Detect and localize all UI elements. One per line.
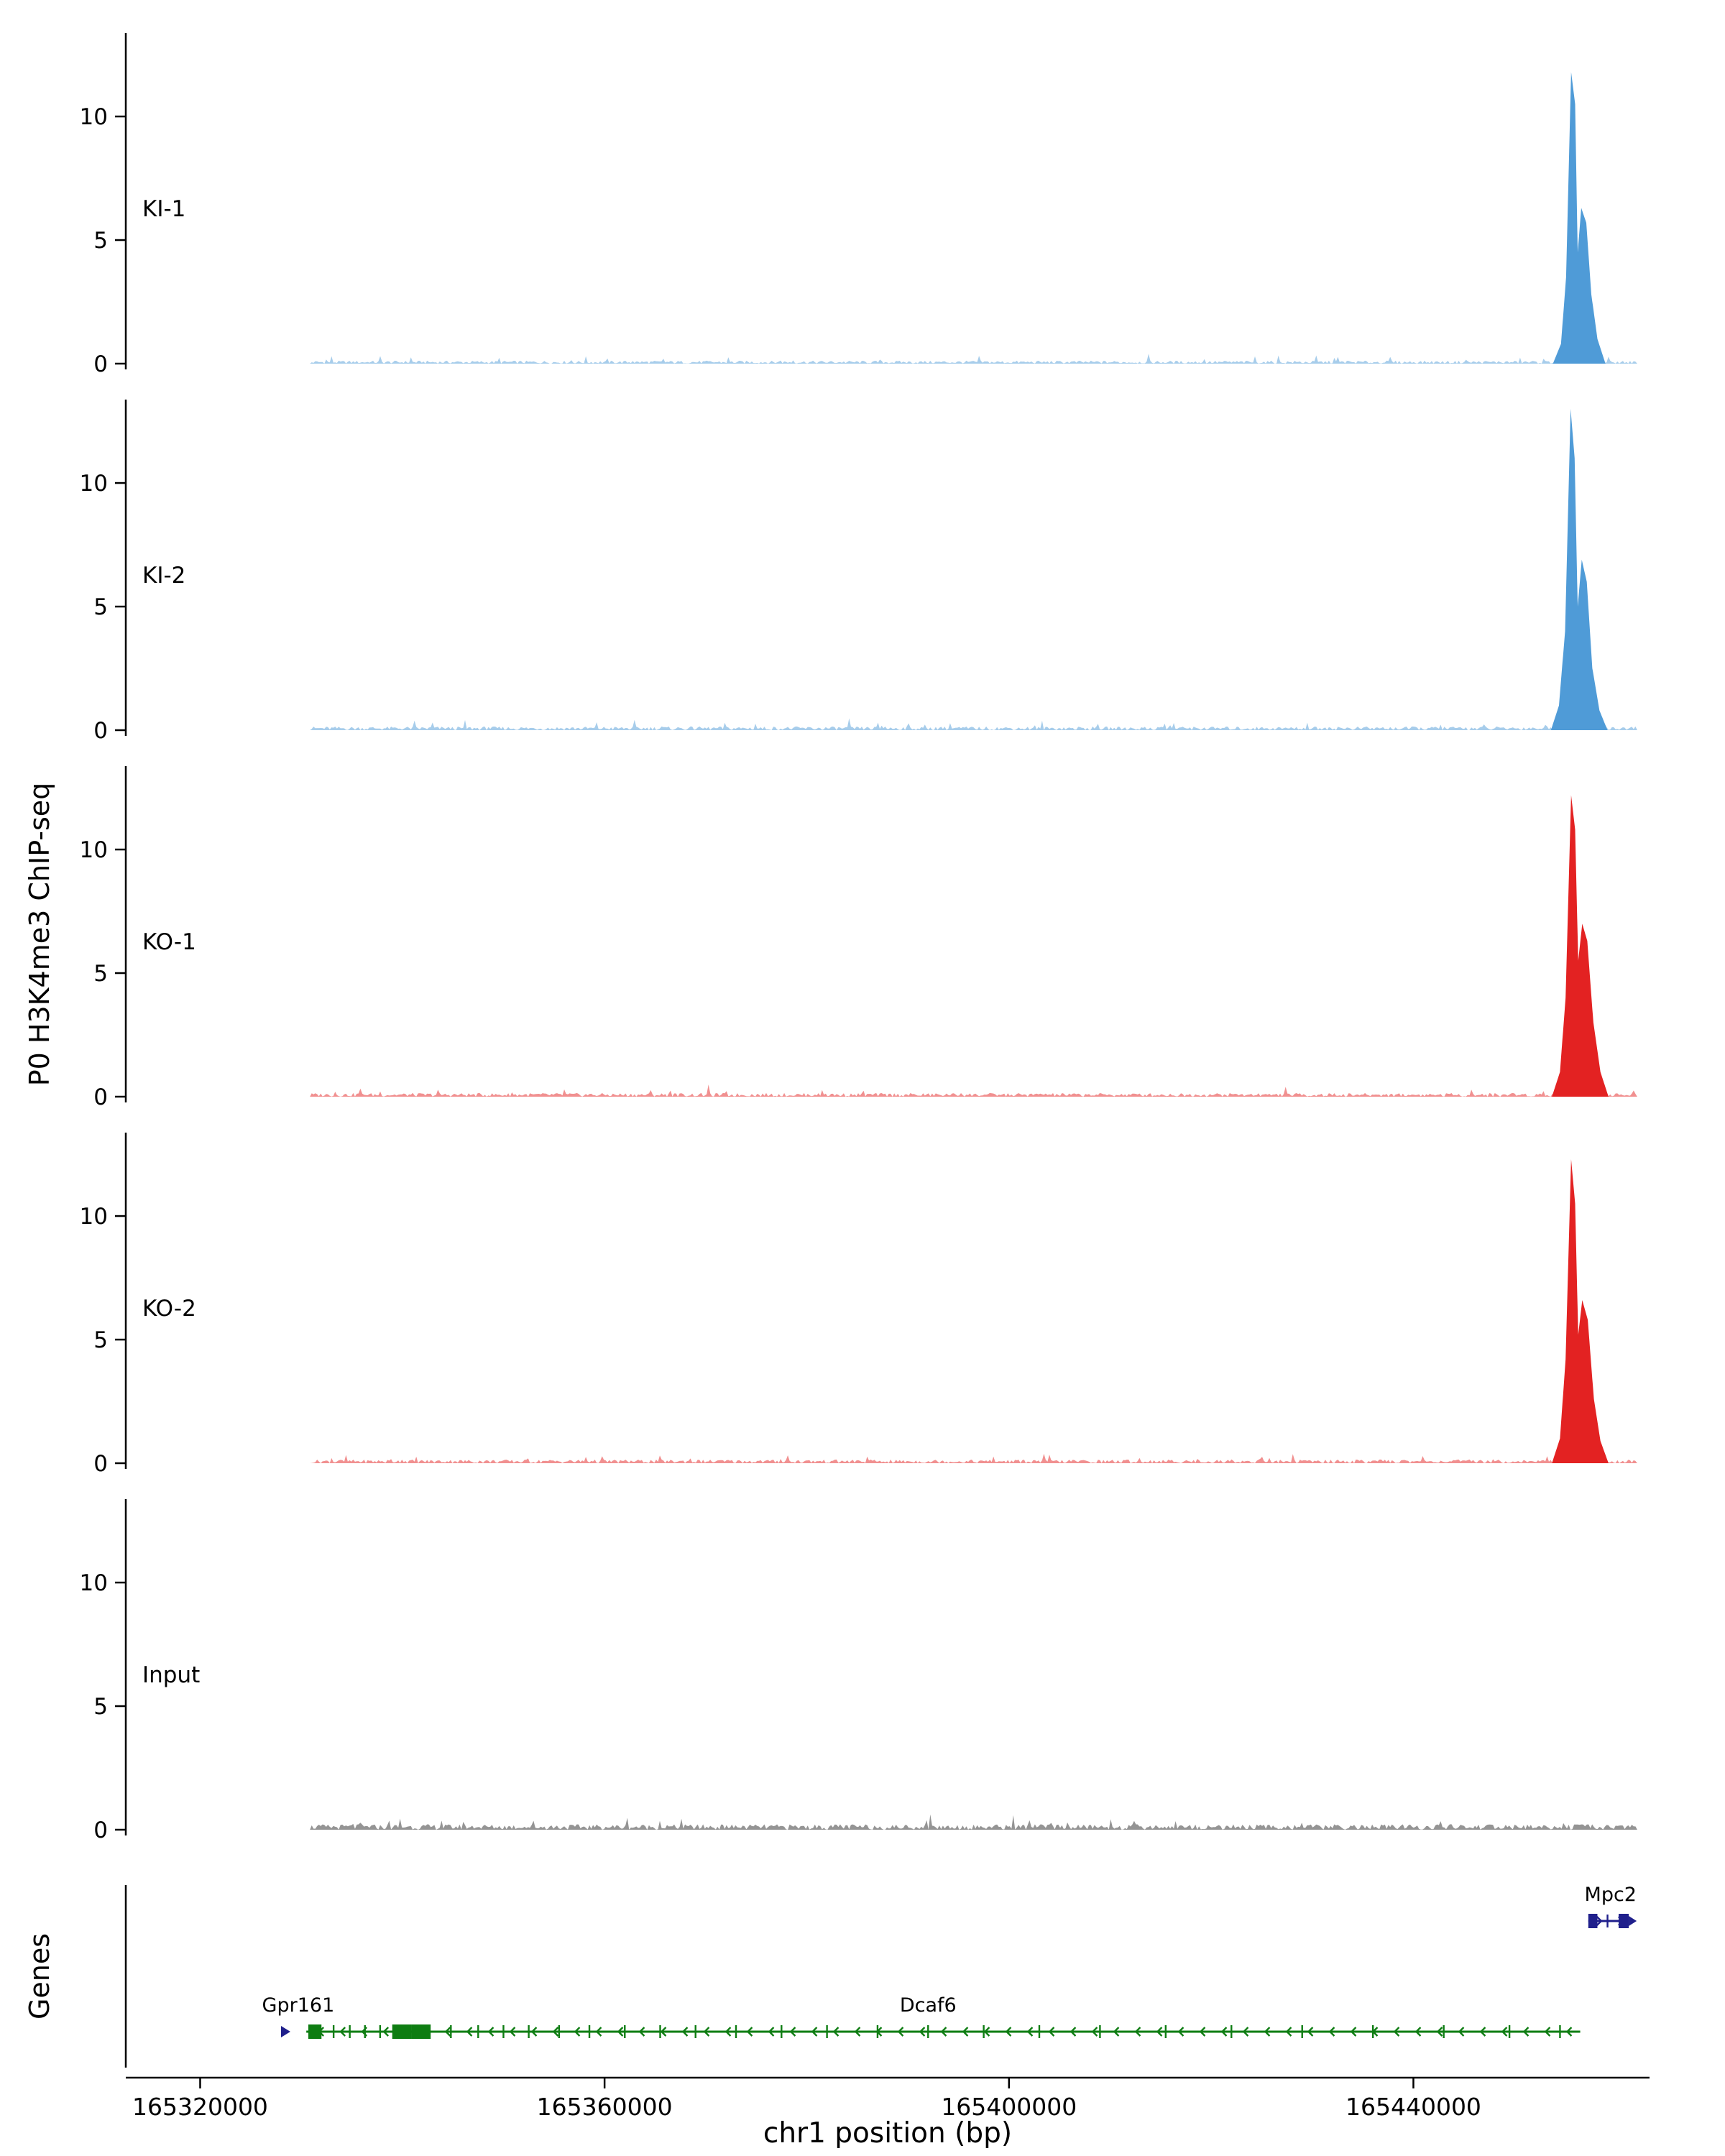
svg-text:5: 5 [93, 961, 108, 987]
svg-text:10: 10 [80, 104, 108, 130]
svg-text:5: 5 [93, 1327, 108, 1353]
svg-text:KI-1: KI-1 [142, 196, 185, 222]
svg-text:10: 10 [80, 1570, 108, 1596]
svg-text:0: 0 [93, 1818, 108, 1840]
track-ki-1: 0 5 10 KI-1 [80, 33, 1642, 374]
svg-text:0: 0 [93, 1451, 108, 1473]
x-axis: 165320000 165360000 165400000 165440000 [126, 2076, 1650, 2121]
track-ko-1: 0 5 10 KO-1 [80, 766, 1642, 1107]
svg-text:10: 10 [80, 837, 108, 863]
svg-text:5: 5 [93, 594, 108, 620]
svg-text:0: 0 [93, 718, 108, 740]
svg-text:10: 10 [80, 1204, 108, 1230]
svg-text:165440000: 165440000 [1346, 2093, 1481, 2121]
svg-text:KO-2: KO-2 [142, 1296, 196, 1322]
track-input: 0 5 10 Input [80, 1499, 1642, 1840]
x-axis-title: chr1 position (bp) [763, 2117, 1013, 2150]
svg-text:Input: Input [142, 1662, 200, 1688]
svg-text:Mpc2: Mpc2 [1585, 1884, 1637, 1906]
svg-text:165400000: 165400000 [941, 2093, 1077, 2121]
svg-text:5: 5 [93, 228, 108, 254]
svg-text:0: 0 [93, 1084, 108, 1107]
svg-text:0: 0 [93, 351, 108, 374]
svg-text:Gpr161: Gpr161 [262, 1994, 335, 2017]
track-ko-2: 0 5 10 KO-2 [80, 1133, 1642, 1473]
track-ki-2: 0 5 10 KI-2 [80, 400, 1642, 740]
svg-text:KI-2: KI-2 [142, 563, 185, 589]
svg-text:10: 10 [80, 471, 108, 497]
svg-text:165360000: 165360000 [537, 2093, 673, 2121]
svg-text:5: 5 [93, 1694, 108, 1720]
genes-panel: Gpr161 Dcaf6 Mpc2 [124, 1884, 1637, 2068]
svg-text:Dcaf6: Dcaf6 [900, 1994, 957, 2017]
svg-text:165320000: 165320000 [132, 2093, 268, 2121]
svg-text:KO-1: KO-1 [142, 929, 196, 955]
